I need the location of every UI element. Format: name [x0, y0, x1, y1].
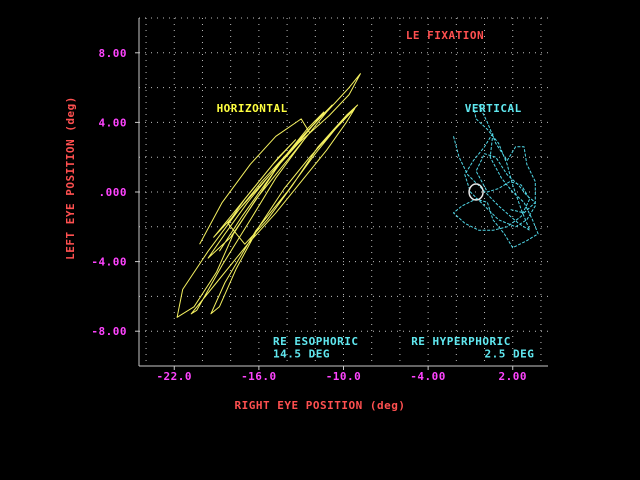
fixation-marker: [468, 183, 484, 201]
annotation-label: 14.5 DEG: [273, 347, 330, 360]
annotation-label: 2.5 DEG: [485, 347, 535, 360]
annotation-label: RE HYPERPHORIC: [411, 335, 511, 348]
y-axis-label: LEFT EYE POSITION (deg): [64, 96, 77, 260]
ticks: -22.0 -16.0 -10.0 -4.00 2.00 8.00 4.00 .000 -4.0…: [91, 47, 527, 383]
annotation-label: RE ESOPHORIC: [273, 335, 358, 348]
x-axis-label: RIGHT EYE POSITION (deg): [235, 399, 406, 412]
y-tick-label: 8.00: [99, 47, 128, 60]
chart-title: LE FIXATION: [406, 29, 484, 42]
series-line-vertical: [453, 104, 539, 249]
x-tick-label: -4.00: [410, 370, 446, 383]
annotation-label: HORIZONTAL: [217, 102, 288, 115]
y-tick-label: .000: [99, 186, 128, 199]
x-tick-label: 2.00: [498, 370, 527, 383]
series-line-horizontal: [176, 73, 361, 318]
y-tick-label: -4.00: [91, 256, 127, 269]
y-tick-label: -8.00: [91, 325, 127, 338]
fixation-marker-layer: [468, 183, 484, 201]
x-tick-label: -16.0: [241, 370, 277, 383]
x-tick-label: -22.0: [156, 370, 192, 383]
x-tick-label: -10.0: [326, 370, 362, 383]
annotation-label: VERTICAL: [465, 102, 522, 115]
series: [176, 73, 539, 318]
y-tick-label: 4.00: [99, 116, 128, 129]
